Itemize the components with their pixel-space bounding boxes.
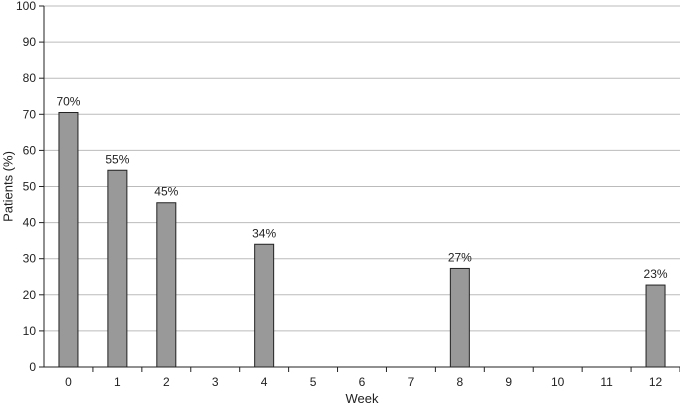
bar <box>449 267 470 368</box>
x-tick-label: 5 <box>310 375 317 389</box>
y-tick-label: 60 <box>23 143 37 157</box>
y-tick-label: 20 <box>23 288 37 302</box>
data-labels: 70% 55% 45% 34% 27% 23% <box>56 94 667 281</box>
bar <box>645 284 666 368</box>
bar <box>107 169 128 368</box>
y-tick-label: 80 <box>23 71 37 85</box>
x-tick-label: 10 <box>551 375 565 389</box>
x-tick-label: 12 <box>649 375 663 389</box>
x-tick-label: 0 <box>65 375 72 389</box>
axes <box>39 5 680 372</box>
x-tick-label: 8 <box>457 375 464 389</box>
x-tick-label: 7 <box>408 375 415 389</box>
grid-lines <box>44 5 680 332</box>
y-tick-labels: 0 10 20 30 40 50 60 70 80 90 100 <box>16 0 36 374</box>
y-tick-label: 50 <box>23 180 37 194</box>
y-tick-label: 70 <box>23 107 37 121</box>
x-tick-label: 9 <box>505 375 512 389</box>
bar <box>254 243 275 368</box>
bar <box>58 111 79 368</box>
x-tick-label: 3 <box>212 375 219 389</box>
bars <box>58 111 666 368</box>
y-axis-label: Patients (%) <box>0 151 15 222</box>
data-label: 34% <box>252 226 276 240</box>
y-tick-label: 30 <box>23 252 37 266</box>
x-tick-label: 1 <box>114 375 121 389</box>
y-tick-label: 40 <box>23 216 37 230</box>
data-label: 23% <box>644 267 668 281</box>
x-tick-label: 2 <box>163 375 170 389</box>
data-label: 70% <box>56 94 80 108</box>
x-tick-label: 4 <box>261 375 268 389</box>
bar <box>156 202 177 368</box>
data-label: 27% <box>448 250 472 264</box>
data-label: 55% <box>105 152 129 166</box>
y-tick-label: 90 <box>23 35 37 49</box>
y-tick-label: 10 <box>23 324 37 338</box>
data-label: 45% <box>154 185 178 199</box>
y-tick-label: 100 <box>16 0 36 13</box>
x-axis-label: Week <box>346 391 379 406</box>
y-tick-label: 0 <box>29 360 36 374</box>
x-tick-label: 11 <box>600 375 613 389</box>
x-tick-labels: 0 1 2 3 4 5 6 7 8 9 10 11 12 <box>65 375 662 389</box>
x-tick-label: 6 <box>359 375 366 389</box>
